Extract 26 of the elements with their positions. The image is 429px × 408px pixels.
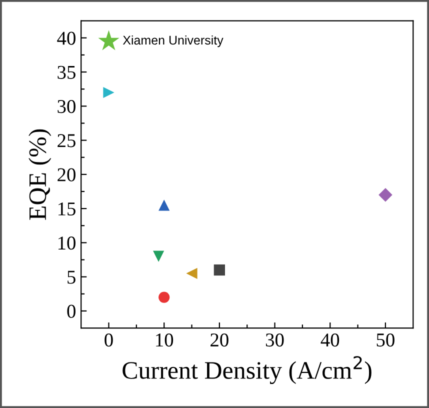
y-tick-label: 30 bbox=[58, 100, 76, 114]
y-tick-label: 25 bbox=[58, 134, 76, 148]
point bbox=[158, 200, 170, 211]
x-axis-title: Current Density (A/cm$^{2}$) bbox=[122, 356, 372, 384]
y-tick-label: 40 bbox=[57, 32, 76, 45]
point bbox=[378, 188, 392, 202]
y-tick-label: 5 bbox=[68, 270, 76, 284]
y-tick-label: 20 bbox=[58, 168, 76, 182]
x-tick-label: 30 bbox=[266, 333, 284, 347]
series-label: Xiamen University bbox=[122, 35, 224, 48]
y-tick-label: 10 bbox=[58, 236, 76, 250]
point bbox=[98, 30, 120, 50]
x-tick-label: 10 bbox=[156, 333, 174, 347]
point bbox=[214, 264, 225, 276]
point bbox=[153, 250, 164, 262]
point bbox=[158, 292, 170, 303]
y-tick-label: 0 bbox=[67, 304, 76, 318]
point bbox=[186, 268, 198, 279]
y-axis-title: EQE (%) bbox=[28, 129, 52, 220]
x-tick-label: 20 bbox=[210, 333, 228, 347]
y-tick-label: 35 bbox=[58, 66, 76, 79]
x-tick-label: 40 bbox=[320, 333, 340, 347]
y-tick-label: 15 bbox=[58, 202, 76, 216]
x-tick-label: 50 bbox=[376, 333, 394, 347]
point bbox=[103, 86, 114, 98]
x-tick-label: 0 bbox=[104, 333, 113, 347]
